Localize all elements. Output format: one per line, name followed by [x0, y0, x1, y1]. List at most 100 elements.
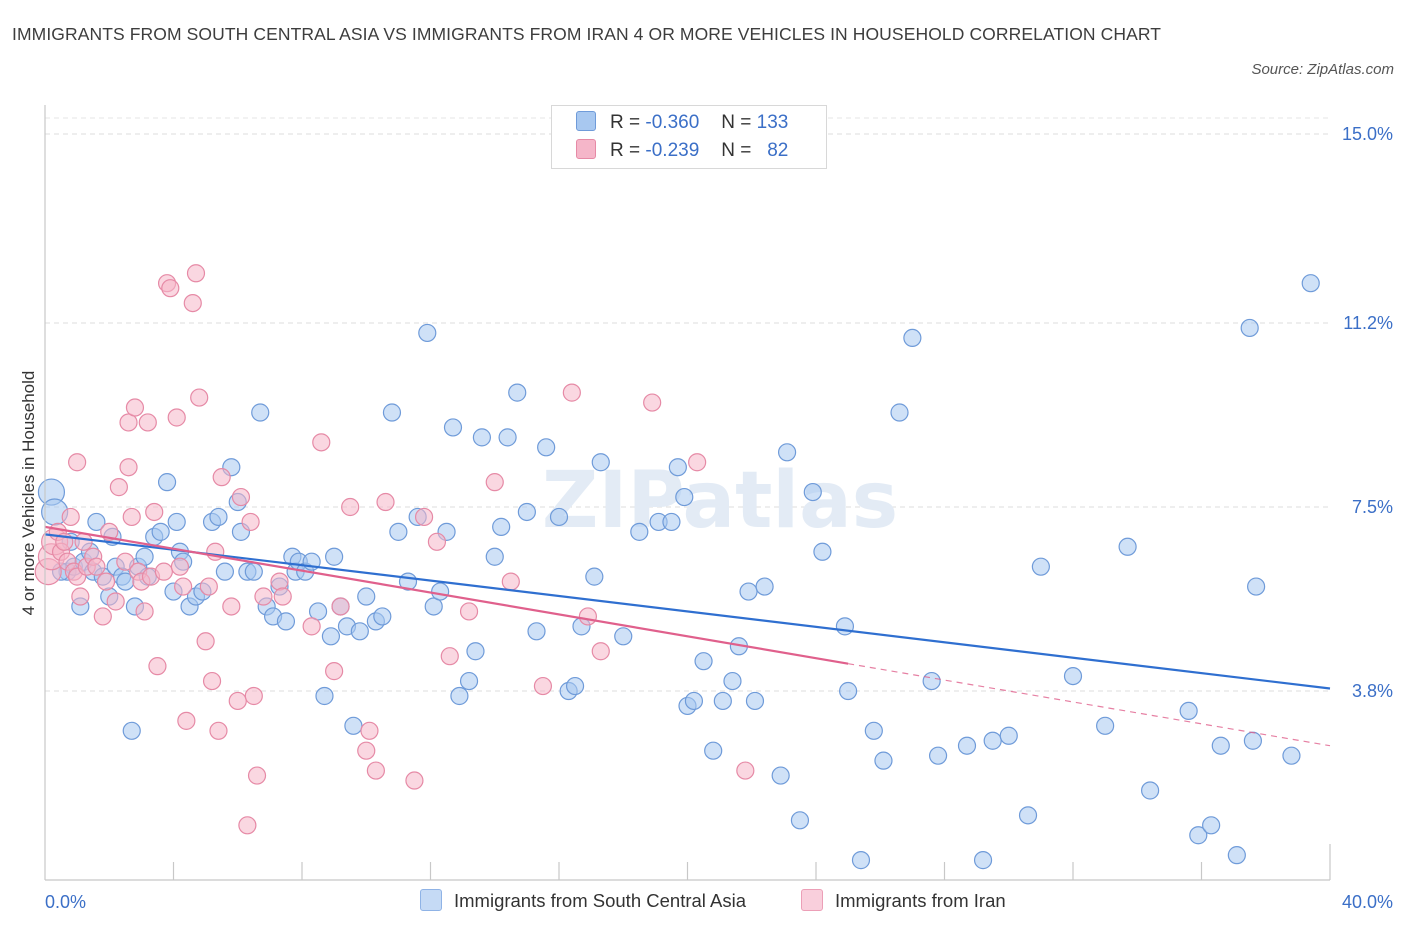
- data-point-south-central-asia: [851, 851, 871, 870]
- data-point-iran: [71, 587, 90, 606]
- data-point-iran: [231, 487, 251, 507]
- data-point-south-central-asia: [1211, 736, 1230, 755]
- data-point-iran: [145, 502, 164, 522]
- data-point-south-central-asia: [957, 736, 977, 755]
- data-point-iran: [161, 279, 180, 298]
- bottom-legend-pink: Immigrants from Iran: [801, 889, 1006, 912]
- data-point-iran: [312, 433, 331, 452]
- data-point-iran: [688, 453, 707, 472]
- data-point-iran: [138, 413, 157, 432]
- bottom-legend-pink-label: Immigrants from Iran: [835, 890, 1006, 911]
- data-point-iran: [174, 577, 193, 596]
- data-point-iran: [74, 532, 93, 551]
- data-point-iran: [106, 592, 125, 611]
- y-tick-label: 15.0%: [1342, 124, 1393, 144]
- data-point-iran: [228, 691, 247, 711]
- data-point-south-central-asia: [508, 383, 527, 402]
- data-point-south-central-asia: [472, 428, 491, 447]
- data-point-south-central-asia: [874, 751, 893, 770]
- data-point-south-central-asia: [492, 517, 511, 536]
- data-point-south-central-asia: [1031, 557, 1050, 576]
- data-point-south-central-asia: [755, 577, 774, 596]
- chart-title: IMMIGRANTS FROM SOUTH CENTRAL ASIA VS IM…: [12, 24, 1162, 44]
- legend-row-pink: R = -0.239 N = 82: [576, 139, 788, 167]
- data-point-south-central-asia: [1227, 846, 1246, 865]
- data-point-south-central-asia: [675, 487, 694, 507]
- y-tick-label: 11.2%: [1343, 313, 1393, 333]
- data-point-south-central-asia: [321, 627, 341, 646]
- data-point-south-central-asia: [157, 473, 177, 492]
- source-label: Source: ZipAtlas.com: [1251, 61, 1394, 78]
- data-point-iran: [170, 557, 190, 576]
- data-point-south-central-asia: [1247, 577, 1266, 596]
- blue-swatch: [576, 111, 596, 131]
- data-point-south-central-asia: [973, 851, 993, 870]
- data-point-south-central-asia: [713, 691, 732, 711]
- data-point-south-central-asia: [151, 522, 170, 541]
- y-tick-label: 3.8%: [1352, 681, 1393, 701]
- data-point-iran: [68, 453, 87, 472]
- data-point-south-central-asia: [167, 512, 186, 532]
- data-point-iran: [196, 632, 215, 651]
- data-point-iran: [440, 647, 459, 666]
- data-point-south-central-asia: [890, 403, 909, 422]
- n-value-pink: 82: [767, 140, 789, 161]
- data-point-iran: [122, 507, 141, 527]
- axes: [44, 105, 1331, 881]
- data-point-south-central-asia: [1282, 746, 1301, 765]
- data-point-south-central-asia: [1063, 666, 1083, 686]
- data-point-south-central-asia: [1118, 537, 1137, 556]
- trend-lines: [44, 525, 1331, 747]
- r-label: R =: [610, 140, 641, 161]
- data-point-south-central-asia: [723, 671, 742, 691]
- data-point-south-central-asia: [585, 567, 604, 586]
- data-point-iran: [273, 587, 292, 606]
- data-point-south-central-asia: [549, 507, 569, 527]
- data-point-south-central-asia: [864, 721, 883, 740]
- blue-legend-swatch: [420, 889, 442, 911]
- data-point-south-central-asia: [537, 438, 556, 457]
- data-point-south-central-asia: [903, 328, 922, 348]
- data-point-south-central-asia: [373, 607, 392, 626]
- data-point-south-central-asia: [431, 582, 450, 601]
- trend-line-iran: [44, 525, 849, 665]
- bottom-legend-blue: Immigrants from South Central Asia: [420, 889, 746, 912]
- data-point-south-central-asia: [498, 428, 517, 447]
- data-point-iran: [591, 642, 610, 661]
- data-point-iran: [302, 617, 321, 636]
- data-point-iran: [376, 492, 395, 512]
- data-point-iran: [501, 572, 520, 591]
- data-point-iran: [643, 393, 662, 412]
- data-point-iran: [366, 761, 385, 780]
- data-point-south-central-asia: [122, 721, 141, 740]
- data-point-south-central-asia: [527, 622, 546, 641]
- n-label: N =: [721, 112, 752, 133]
- watermark: ZIPatlas: [542, 456, 898, 546]
- data-point-iran: [61, 507, 80, 527]
- data-point-south-central-asia: [215, 562, 234, 581]
- data-point-south-central-asia: [276, 612, 296, 631]
- data-point-iran: [167, 408, 186, 427]
- data-point-iran: [96, 572, 116, 591]
- data-point-south-central-asia: [745, 691, 765, 711]
- data-point-iran: [562, 383, 581, 402]
- data-point-south-central-asia: [777, 443, 797, 462]
- data-point-iran: [405, 771, 424, 790]
- data-point-south-central-asia: [922, 671, 941, 691]
- data-point-iran: [119, 458, 138, 477]
- data-point-south-central-asia: [928, 746, 948, 765]
- data-point-south-central-asia: [485, 547, 504, 566]
- data-point-south-central-asia: [350, 622, 369, 641]
- data-point-south-central-asia: [614, 627, 633, 646]
- data-point-south-central-asia: [357, 587, 376, 606]
- data-point-iran: [186, 264, 206, 283]
- data-point-south-central-asia: [1243, 731, 1263, 750]
- data-point-south-central-asia: [835, 617, 855, 636]
- data-point-south-central-asia: [325, 547, 344, 566]
- data-point-south-central-asia: [771, 766, 790, 785]
- data-point-south-central-asia: [418, 323, 437, 343]
- r-value-blue: -0.360: [645, 112, 700, 133]
- data-point-iran: [93, 607, 112, 626]
- data-point-iran: [427, 532, 447, 551]
